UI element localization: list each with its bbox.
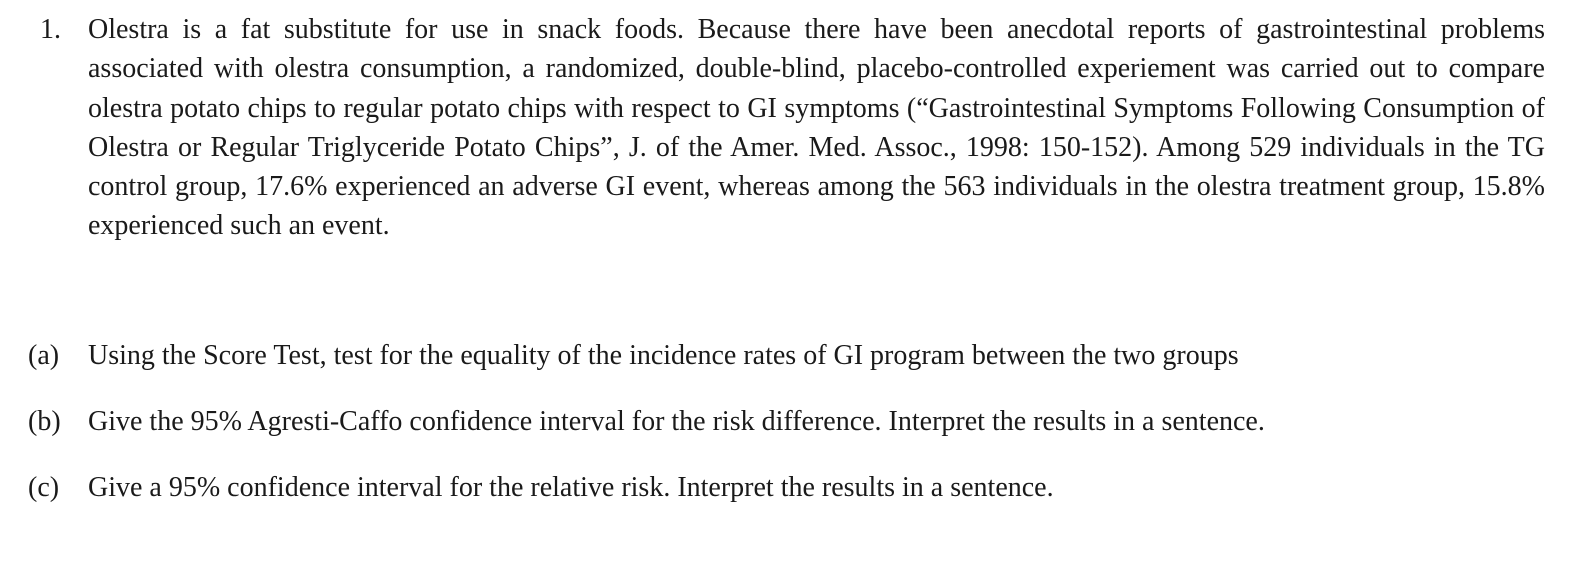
part-text: Using the Score Test, test for the equal… bbox=[88, 340, 1239, 371]
problem-parts: (a) Using the Score Test, test for the e… bbox=[28, 336, 1548, 534]
problem-number: 1. bbox=[40, 14, 61, 45]
part-c: (c) Give a 95% confidence interval for t… bbox=[28, 468, 1548, 534]
problem-statement: Olestra is a fat substitute for use in s… bbox=[88, 14, 1545, 242]
part-a: (a) Using the Score Test, test for the e… bbox=[28, 336, 1548, 402]
part-text: Give a 95% confidence interval for the r… bbox=[88, 472, 1054, 503]
part-label: (c) bbox=[28, 472, 60, 503]
part-b: (b) Give the 95% Agresti-Caffo confidenc… bbox=[28, 402, 1548, 468]
part-label: (a) bbox=[28, 340, 60, 371]
part-label: (b) bbox=[28, 406, 61, 437]
part-text: Give the 95% Agresti-Caffo confidence in… bbox=[88, 406, 1265, 437]
problem-1: 1. Olestra is a fat substitute for use i… bbox=[40, 10, 1545, 246]
